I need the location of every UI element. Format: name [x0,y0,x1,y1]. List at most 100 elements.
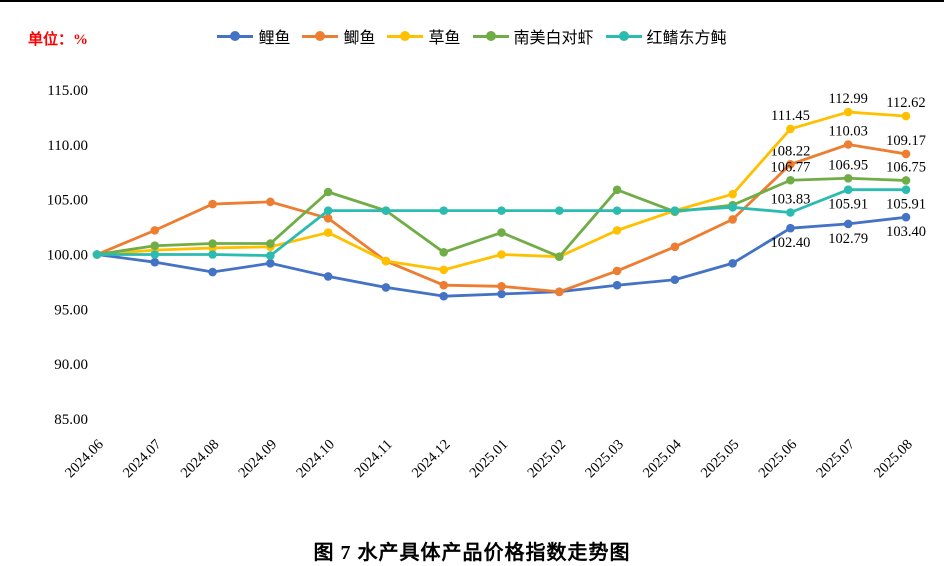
data-label: 102.40 [770,235,810,251]
data-point [728,215,737,224]
data-point [612,185,622,195]
data-point [843,107,853,117]
y-tick-label: 115.00 [47,83,88,99]
x-tick-label: 2024.10 [293,437,338,482]
data-label: 106.95 [828,157,868,173]
data-point [843,173,853,183]
x-tick-label: 2025.02 [524,437,569,482]
line-chart: 85.00 90.00 95.00 100.00 105.00 110.00 115.00 2… [47,83,926,482]
data-label: 106.75 [886,159,926,175]
data-point [728,203,737,212]
x-tick-label: 2025.07 [813,437,858,482]
data-point [381,283,391,292]
data-point [150,257,160,267]
legend-label: 南美白对虾 [513,30,594,47]
x-tick-label: 2024.06 [62,437,107,482]
data-point [439,265,449,275]
x-tick-label: 2025.08 [871,437,916,482]
x-tick-label: 2024.08 [178,437,223,482]
data-label: 105.91 [886,197,926,213]
data-point [670,206,680,215]
data-point [843,140,853,149]
x-tick-label: 2024.09 [236,437,281,482]
chart-title: 图 7 水产具体产品价格指数走势图 [313,542,631,564]
data-point [728,258,737,268]
data-point [266,239,275,248]
legend-line-dot-icon [387,30,424,42]
x-tick-label: 2024.11 [351,437,395,481]
data-point [786,208,795,217]
data-point [612,226,622,235]
data-label: 108.22 [770,143,810,159]
data-point [786,175,795,185]
y-tick-label: 95.00 [54,302,88,318]
legend-line-dot-icon [217,30,254,42]
data-label: 106.77 [770,159,810,175]
data-point [670,275,680,285]
data-point [901,111,911,121]
data-label: 111.45 [771,108,810,124]
y-tick-label: 100.00 [47,248,88,264]
data-label: 112.99 [829,91,868,107]
data-point [150,241,160,251]
chart-legend: 鲤鱼 鲫鱼 草鱼 南美白对虾 红鳍东方鲀 [0,24,944,48]
data-point [323,206,333,215]
data-point [266,251,275,260]
data-point [497,206,506,215]
data-point [208,267,217,277]
legend-line-dot-icon [605,30,642,42]
legend-item-1: 鲤鱼 [217,24,290,48]
data-point [381,256,391,266]
y-tick-label: 105.00 [47,193,88,209]
data-point [497,250,506,259]
data-point [439,248,449,257]
data-point [786,124,795,134]
x-tick-label: 2025.06 [756,437,801,482]
data-label: 109.17 [886,133,926,149]
data-point [554,206,564,215]
data-point [612,280,622,290]
data-point [786,160,795,169]
y-tick-label: 90.00 [54,357,88,373]
data-point [670,242,680,252]
y-tick-label: 110.00 [47,138,88,154]
data-point [843,219,853,229]
legend-item-2: 鲫鱼 [302,24,375,48]
data-point [554,252,564,261]
legend-label: 鲤鱼 [258,30,291,47]
data-point [323,228,333,237]
data-point [323,187,333,197]
data-point [901,149,911,159]
data-point [266,258,275,268]
legend-line-dot-icon [472,30,509,42]
x-tick-label: 2025.03 [582,437,627,482]
x-tick-label: 2024.07 [120,437,165,482]
data-label: 102.79 [828,231,868,247]
data-point [150,250,160,259]
data-point [439,291,449,301]
data-label: 105.91 [828,197,868,213]
data-point [497,228,506,237]
data-point [323,214,333,223]
x-tick-label: 2024.12 [409,437,454,482]
data-point [208,199,217,209]
data-point [92,250,102,259]
data-point [612,266,622,276]
data-label: 110.03 [829,124,868,140]
legend-label: 红鳍东方鲀 [646,30,727,47]
legend-line-dot-icon [302,30,339,42]
data-point [497,289,506,299]
data-label: 112.62 [886,95,925,111]
data-point [901,176,911,185]
data-point [208,239,217,248]
legend-item-3: 草鱼 [387,24,461,48]
data-point [554,287,564,297]
data-point [497,282,506,291]
y-tick-label: 85.00 [54,412,88,428]
data-point [901,212,911,222]
data-point [843,185,853,194]
x-tick-label: 2025.05 [698,437,743,482]
data-point [439,280,449,290]
unit-label: 单位：% [28,32,89,48]
